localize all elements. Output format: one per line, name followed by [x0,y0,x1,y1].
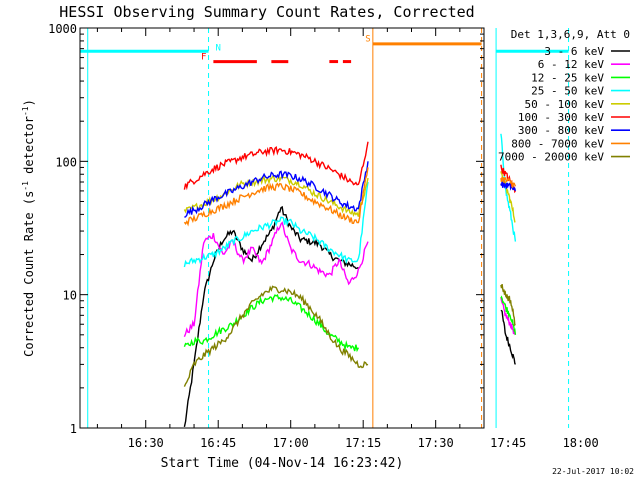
x-tick-label: 16:45 [200,436,236,450]
y-axis-ticks: 1 10 100 1000 [48,22,484,436]
series-line-6-seg-0 [184,161,369,218]
series-line-5-seg-0 [183,141,369,191]
series-line-0-seg-0 [183,205,359,428]
legend-label: 12 - 25 keV [531,71,604,84]
x-axis-label: Start Time (04-Nov-14 16:23:42) [161,456,404,471]
y-tick-label: 1 [70,422,77,436]
x-tick-label: 17:00 [273,436,309,450]
plot-frame [79,27,485,429]
y-tick-label: 1000 [48,22,77,36]
state-marker-n: N [215,43,220,53]
legend-label: 6 - 12 keV [538,58,605,71]
series-line-1-seg-0 [183,221,369,338]
series-line-3-seg-0 [183,181,369,268]
legend-label: 7000 - 20000 keV [498,151,604,164]
y-axis-label: Corrected Count Rate (s-1 detector-1) [21,99,36,357]
legend-label: 300 - 800 keV [518,124,604,137]
chart-title: HESSI Observing Summary Count Rates, Cor… [59,3,474,21]
series-line-2-seg-1 [500,295,517,335]
y-axis-label-sup2: -1 [21,106,30,116]
legend-label: 50 - 100 keV [525,98,605,111]
series-line-0-seg-1 [500,309,517,365]
y-axis-label-part2: detector [22,116,36,181]
date-stamp: 22-Jul-2017 10:02 [552,467,634,476]
legend-label: 800 - 7000 keV [511,137,604,150]
x-axis-ticks: 16:30 16:45 17:00 17:15 17:30 17:45 18:00 [96,28,599,450]
y-axis-label-part3: ) [22,99,36,106]
y-tick-label: 10 [63,289,77,303]
series-line-7-seg-0 [183,167,369,227]
series-line-8-seg-0 [183,285,369,387]
legend-label: 3 - 6 keV [544,45,604,58]
plot-layers: N S F [80,28,570,428]
series-line-8-seg-1 [500,283,516,327]
series-line-2-seg-0 [183,294,360,353]
y-axis-label-part1: Corrected Count Rate (s [22,191,36,357]
y-axis-label-sup1: -1 [21,181,30,191]
x-tick-label: 17:30 [418,436,454,450]
legend-header: Det 1,3,6,9, Att 0 [511,28,630,41]
y-tick-label: 100 [55,155,77,169]
state-marker-f: F [201,53,206,63]
state-marker-s: S [365,35,370,45]
series-line-6-seg-1 [500,181,517,192]
series-line-3-seg-1 [500,133,517,242]
x-tick-label: 17:45 [490,436,526,450]
series-line-4-seg-0 [183,173,369,218]
x-tick-label: 18:00 [563,436,599,450]
series-line-1-seg-1 [500,297,516,336]
legend-label: 25 - 50 keV [531,85,604,98]
series-line-7-seg-1 [500,176,517,189]
x-tick-label: 17:15 [345,436,381,450]
x-tick-label: 16:30 [128,436,164,450]
legend-label: 100 - 300 keV [518,111,604,124]
